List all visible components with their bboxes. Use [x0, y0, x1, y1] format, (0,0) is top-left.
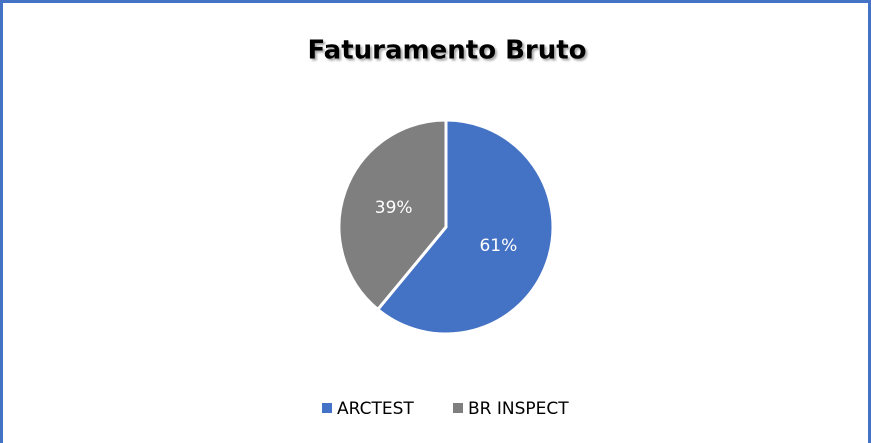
legend-label: BR INSPECT — [468, 399, 569, 419]
data-label: 39% — [375, 198, 413, 218]
legend-label: ARCTEST — [337, 399, 414, 419]
data-label: 61% — [479, 236, 517, 256]
pie-slice — [375, 118, 555, 336]
chart-title: Faturamento Bruto — [307, 36, 586, 66]
legend-swatch — [453, 403, 463, 413]
legend-swatch — [322, 403, 332, 413]
pie-slice — [337, 118, 448, 312]
